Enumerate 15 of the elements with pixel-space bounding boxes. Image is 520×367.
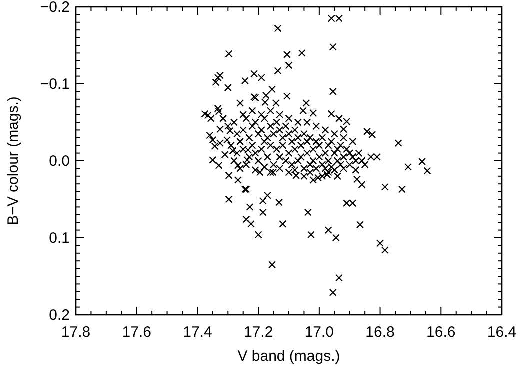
y-tick-label: 0.1 xyxy=(49,230,70,247)
x-tick-label: 16.4 xyxy=(487,324,517,341)
y-tick-label: −0.1 xyxy=(40,76,70,93)
x-tick-label: 17.2 xyxy=(244,324,274,341)
y-tick-label: 0.0 xyxy=(49,153,70,170)
x-tick-label: 16.8 xyxy=(366,324,395,341)
y-tick-label: 0.2 xyxy=(49,307,70,324)
x-tick-label: 17.4 xyxy=(183,324,212,341)
y-axis-title: B−V colour (mags.) xyxy=(5,96,22,226)
x-tick-label: 17.6 xyxy=(122,324,152,341)
x-tick-label: 17.0 xyxy=(304,324,334,341)
y-tick-label: −0.2 xyxy=(40,0,70,16)
x-axis-title: V band (mags.) xyxy=(238,348,340,365)
x-tick-label: 17.8 xyxy=(61,324,91,341)
x-tick-label: 16.6 xyxy=(426,324,456,341)
